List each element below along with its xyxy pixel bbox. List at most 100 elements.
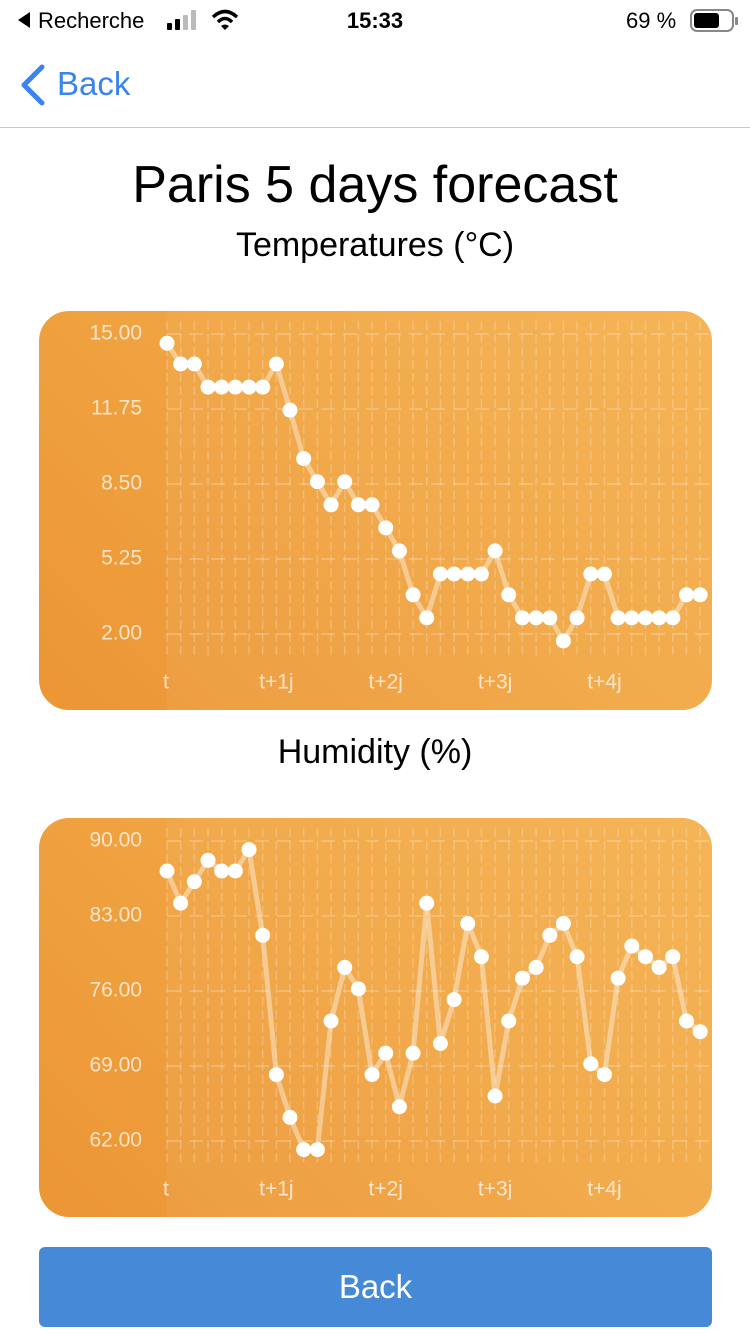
- point: [555, 633, 571, 649]
- point: [173, 356, 189, 372]
- point: [432, 566, 448, 582]
- point: [241, 842, 257, 858]
- series-line: [164, 847, 702, 1153]
- point: [309, 1142, 325, 1158]
- point: [569, 949, 585, 965]
- point: [473, 949, 489, 965]
- point: [583, 1056, 599, 1072]
- chart-title: Temperatures (°C): [235, 226, 515, 264]
- nav-bar: Back: [0, 40, 750, 128]
- y-tick-label: 83.00: [89, 904, 142, 927]
- status-bar: Recherche 15:33 69 %: [0, 0, 750, 40]
- point: [446, 992, 462, 1008]
- point: [200, 852, 216, 868]
- point: [200, 379, 216, 395]
- y-tick-label: 90.00: [89, 829, 142, 852]
- point: [651, 959, 667, 975]
- point: [610, 970, 626, 986]
- point: [391, 1099, 407, 1115]
- chart: 90.00 83.00 76.00 69.00 62.00 t t+1j t+2j t+3j t+…: [89, 818, 712, 1217]
- point: [309, 474, 325, 490]
- point: [487, 1088, 503, 1104]
- point: [296, 1142, 312, 1158]
- y-tick-label: 11.75: [91, 397, 142, 420]
- x-tick-label: t+1j: [259, 671, 293, 694]
- y-tick-label: 2.00: [101, 622, 142, 645]
- back-app[interactable]: Recherche: [38, 8, 145, 33]
- x-tick-label: t+4j: [587, 1178, 621, 1201]
- y-tick-label: 8.50: [101, 472, 142, 495]
- point: [692, 587, 708, 603]
- time: 15:33: [346, 8, 404, 33]
- point: [323, 497, 339, 513]
- point: [214, 379, 230, 395]
- point: [596, 566, 612, 582]
- point: [159, 335, 175, 351]
- point: [282, 1109, 298, 1125]
- wifi-icon: [211, 9, 239, 30]
- point: [227, 863, 243, 879]
- point: [665, 610, 681, 626]
- point: [405, 1045, 421, 1061]
- y-tick-label: 69.00: [89, 1054, 142, 1077]
- x-tick-label: t+2j: [368, 671, 402, 694]
- point: [323, 1013, 339, 1029]
- point: [282, 402, 298, 418]
- y-tick-label: 76.00: [89, 979, 142, 1002]
- point: [555, 916, 571, 931]
- back-arrow-icon: [18, 12, 30, 28]
- point: [514, 610, 530, 626]
- chevron-icon: [21, 64, 45, 106]
- point: [405, 587, 421, 603]
- point: [678, 587, 694, 603]
- point: [378, 1045, 394, 1061]
- plot-shade: [167, 311, 712, 710]
- point: [542, 927, 558, 943]
- point: [528, 959, 544, 975]
- point: [255, 927, 271, 943]
- point: [378, 520, 394, 536]
- point: [364, 497, 380, 513]
- point: [364, 1067, 380, 1083]
- point: [637, 610, 653, 626]
- y-tick-label: 62.00: [89, 1129, 142, 1152]
- x-tick-label: t+2j: [368, 1178, 402, 1201]
- point: [173, 895, 189, 911]
- point: [159, 863, 175, 879]
- point: [337, 959, 353, 975]
- point: [692, 1024, 708, 1040]
- chart-card: 15.00 11.75 8.50 5.25 2.00 t t+1j t+2j t+3j t+4j: [39, 311, 712, 710]
- point: [432, 1036, 448, 1051]
- x-tick-label: t: [163, 671, 169, 694]
- point: [501, 1013, 517, 1029]
- x-tick-label: t+3j: [478, 671, 512, 694]
- y-tick-label: 15.00: [89, 322, 142, 345]
- point: [460, 916, 476, 931]
- y-tick-label: 5.25: [101, 547, 142, 570]
- nav-back[interactable]: Back: [57, 65, 131, 102]
- point: [186, 874, 202, 890]
- point: [624, 938, 640, 954]
- point: [227, 379, 243, 395]
- point: [268, 1067, 284, 1083]
- point: [637, 949, 653, 965]
- chart-title: Humidity (%): [277, 733, 473, 771]
- point: [186, 356, 202, 372]
- point: [583, 566, 599, 582]
- plot-shade: [167, 818, 712, 1217]
- point: [665, 949, 681, 965]
- point: [460, 566, 476, 582]
- back-button[interactable]: Back: [39, 1247, 712, 1327]
- point: [419, 610, 435, 626]
- point: [610, 610, 626, 626]
- point: [678, 1013, 694, 1029]
- point: [350, 981, 366, 997]
- point: [241, 379, 257, 395]
- point: [446, 566, 462, 582]
- point: [296, 451, 312, 467]
- point: [542, 610, 558, 626]
- chart-card: 90.00 83.00 76.00 69.00 62.00 t t+1j t+2j t+3j t+…: [39, 818, 712, 1217]
- point: [528, 610, 544, 626]
- point: [391, 543, 407, 559]
